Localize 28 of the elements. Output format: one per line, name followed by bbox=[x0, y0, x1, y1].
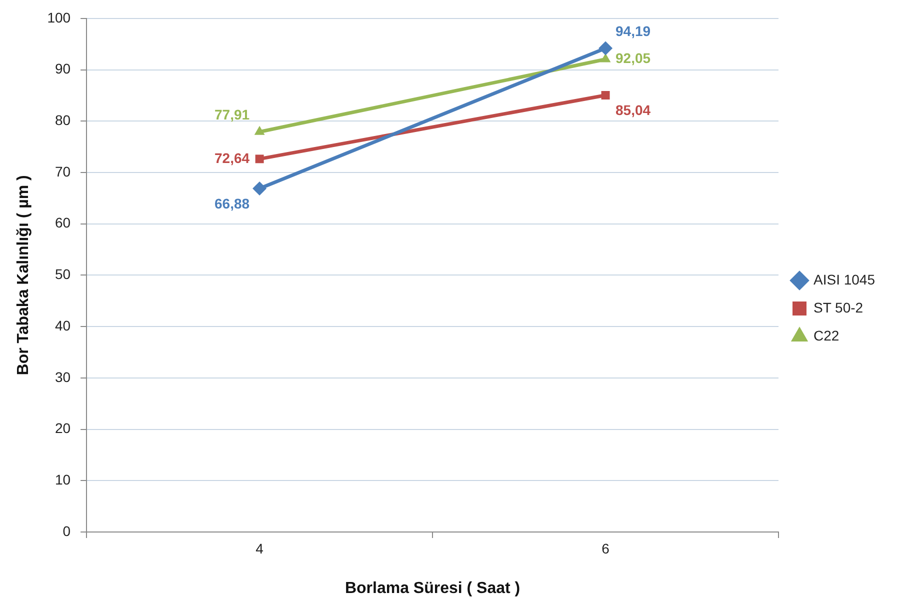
legend-label: AISI 1045 bbox=[814, 271, 876, 288]
data-label: 92,05 bbox=[616, 50, 651, 66]
data-label: 72,64 bbox=[214, 150, 250, 166]
y-tick-label: 70 bbox=[54, 163, 71, 180]
y-tick-label: 80 bbox=[54, 112, 71, 128]
x-tick-label: 6 bbox=[602, 540, 610, 556]
y-tick-label: 30 bbox=[54, 368, 71, 385]
y-tick-label: 10 bbox=[54, 472, 71, 488]
point bbox=[255, 154, 264, 164]
y-axis-title: Bor Tabaka Kalınlığı ( µm ) bbox=[15, 175, 32, 376]
data-label: 85,04 bbox=[616, 102, 651, 118]
y-tick-label: 90 bbox=[54, 60, 71, 77]
y-tick-label: 100 bbox=[47, 9, 71, 26]
y-tick-label: 20 bbox=[54, 420, 71, 436]
x-tick-label: 4 bbox=[256, 540, 264, 556]
x-axis-title: Borlama Süresi ( Saat ) bbox=[344, 580, 520, 597]
data-label: 94,19 bbox=[616, 23, 651, 40]
point bbox=[598, 41, 613, 56]
point bbox=[601, 90, 610, 100]
point bbox=[252, 182, 267, 196]
data-label: 77,91 bbox=[214, 106, 250, 123]
data-label: 66,88 bbox=[214, 195, 250, 212]
legend-label: ST 50-2 bbox=[814, 299, 864, 316]
y-tick-label: 50 bbox=[54, 266, 71, 282]
legend-label: C22 bbox=[814, 327, 840, 344]
y-tick-label: 0 bbox=[62, 522, 71, 539]
y-tick-label: 40 bbox=[54, 317, 71, 334]
y-tick-label: 60 bbox=[54, 214, 71, 231]
